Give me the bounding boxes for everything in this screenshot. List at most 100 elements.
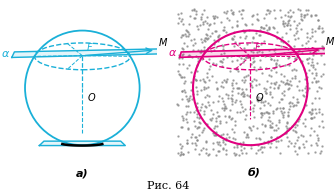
Point (256, 49, 262, 52)
Point (242, 131, 247, 134)
Point (253, 84, 258, 87)
Point (251, 47, 256, 50)
Point (306, 9, 311, 12)
Point (255, 18, 261, 21)
Point (179, 115, 184, 118)
Point (250, 110, 255, 113)
Point (213, 46, 219, 49)
Point (293, 104, 298, 107)
Point (211, 48, 216, 51)
Point (179, 147, 184, 150)
Point (215, 39, 221, 42)
Point (220, 132, 226, 135)
Point (303, 104, 309, 107)
Point (301, 14, 306, 17)
Point (243, 87, 249, 90)
Point (201, 146, 206, 149)
Point (284, 31, 289, 34)
Point (187, 53, 192, 56)
Point (285, 114, 291, 117)
Point (220, 28, 226, 31)
Point (223, 106, 228, 109)
Point (214, 88, 220, 91)
Point (308, 113, 314, 116)
Point (204, 15, 209, 18)
Point (258, 97, 263, 100)
Point (274, 59, 280, 62)
Point (299, 89, 304, 92)
Point (296, 22, 301, 25)
Text: $F$: $F$ (86, 41, 93, 53)
Point (228, 55, 234, 58)
Point (219, 52, 224, 55)
Point (222, 26, 227, 29)
Point (308, 13, 314, 16)
Text: Рис. 64: Рис. 64 (147, 181, 189, 191)
Point (280, 41, 285, 44)
Point (291, 33, 296, 36)
Point (194, 109, 199, 112)
Point (182, 90, 187, 93)
Point (305, 89, 310, 92)
Point (282, 90, 287, 93)
Point (198, 50, 204, 53)
Point (223, 92, 229, 95)
Point (286, 145, 291, 148)
Point (175, 103, 180, 106)
Point (178, 19, 184, 22)
Point (276, 120, 282, 123)
Point (225, 78, 230, 81)
Point (233, 98, 239, 101)
Point (244, 133, 249, 136)
Point (294, 85, 299, 88)
Point (259, 50, 265, 53)
Point (250, 41, 255, 44)
Point (226, 115, 232, 118)
Point (231, 130, 236, 133)
Point (200, 131, 205, 134)
Point (195, 127, 200, 130)
Point (214, 134, 219, 137)
Point (181, 153, 186, 156)
Point (181, 116, 186, 119)
Point (310, 66, 316, 69)
Point (238, 111, 243, 114)
Point (303, 85, 308, 88)
Point (227, 108, 233, 112)
Point (286, 55, 291, 58)
Point (194, 89, 200, 92)
Point (251, 54, 257, 57)
Point (216, 33, 222, 36)
Point (264, 29, 269, 32)
Point (177, 73, 183, 76)
Point (236, 86, 241, 89)
Point (259, 111, 265, 114)
Point (199, 40, 205, 43)
Point (295, 136, 301, 139)
Point (230, 11, 235, 14)
Point (187, 111, 192, 114)
Point (318, 86, 324, 89)
Point (234, 86, 239, 89)
Point (307, 36, 312, 39)
Point (302, 118, 307, 121)
Point (194, 135, 199, 138)
Point (251, 13, 256, 16)
Point (201, 77, 206, 80)
Point (281, 94, 287, 97)
Point (248, 128, 254, 131)
Point (287, 100, 293, 104)
Point (224, 138, 229, 142)
Point (285, 39, 290, 42)
Point (229, 11, 235, 14)
Point (221, 109, 226, 112)
Point (315, 49, 321, 52)
Point (236, 43, 242, 46)
Point (250, 36, 256, 40)
Point (296, 101, 301, 104)
Point (278, 44, 283, 47)
Point (251, 106, 256, 109)
Point (261, 103, 267, 106)
Point (288, 83, 294, 87)
Point (279, 36, 284, 39)
